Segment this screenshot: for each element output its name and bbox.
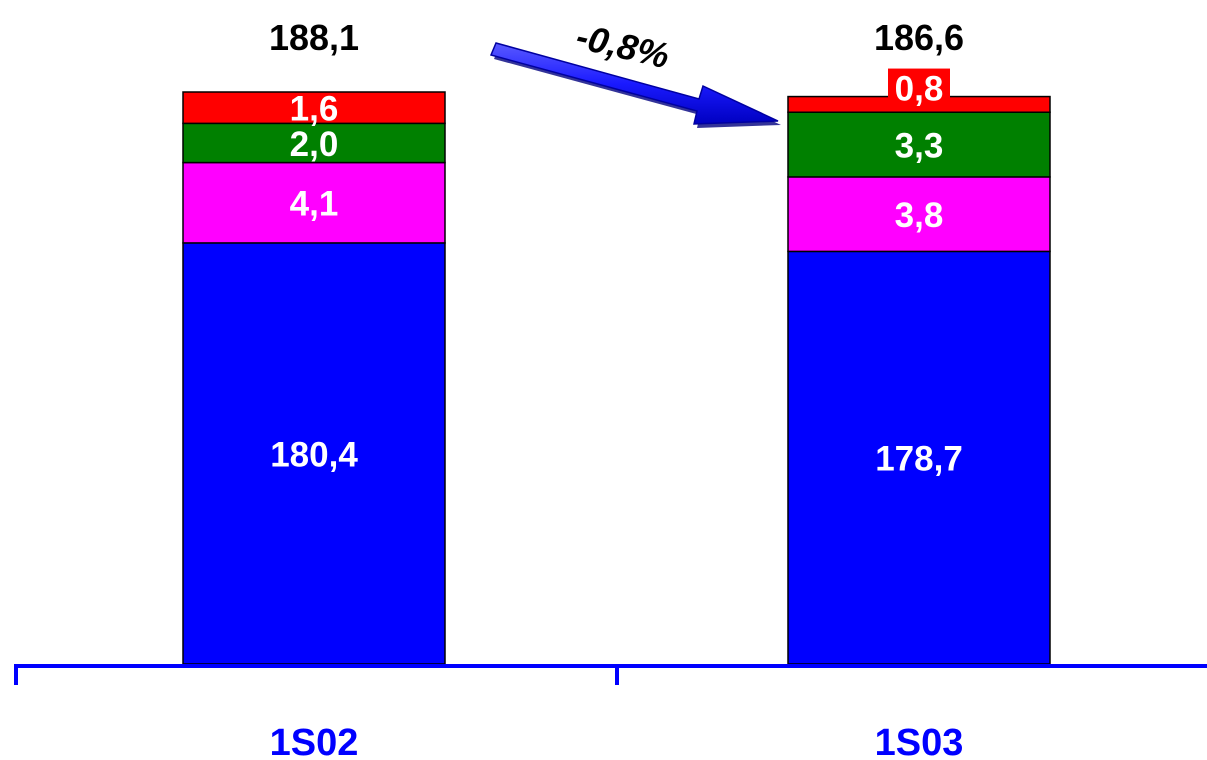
- bar-segment-1s02-1: [182, 161, 446, 244]
- segment-label-1s03-2: 3,3: [895, 127, 944, 166]
- bar-segment-1s03-1: [787, 176, 1051, 253]
- segment-label-bg-1s03-3: [888, 68, 950, 109]
- segment-label-1s02-3: 1,6: [290, 90, 339, 129]
- change-annotation: -0,8%: [489, 15, 781, 128]
- segment-label-1s02-0: 180,4: [270, 435, 358, 474]
- bar-segment-1s03-0: [787, 250, 1051, 665]
- segment-label-1s02-1: 4,1: [290, 185, 339, 224]
- x-axis: [14, 664, 1207, 685]
- total-label-1s03: 186,6: [874, 17, 964, 58]
- bars-layer: [182, 91, 1051, 665]
- bar-segment-1s02-0: [182, 242, 446, 665]
- segment-label-1s03-0: 178,7: [875, 440, 963, 479]
- bar-segment-1s02-3: [182, 91, 446, 125]
- category-label-1s02: 1S02: [270, 722, 359, 760]
- change-arrow: [489, 42, 779, 125]
- change-percent-label: -0,8%: [572, 15, 673, 76]
- total-label-1s02: 188,1: [269, 17, 359, 58]
- bar-segment-1s03-2: [787, 111, 1051, 178]
- labels-layer: 180,4 4,1 2,01,6 188,1 1S02 178,7 3,8 3,3 0,8 186…: [269, 17, 964, 760]
- segment-label-1s03-1: 3,8: [895, 196, 944, 235]
- segment-label-1s03-3: 0,8: [895, 70, 944, 109]
- category-label-1s03: 1S03: [875, 722, 964, 760]
- segment-label-1s02-2: 2,0: [290, 125, 339, 164]
